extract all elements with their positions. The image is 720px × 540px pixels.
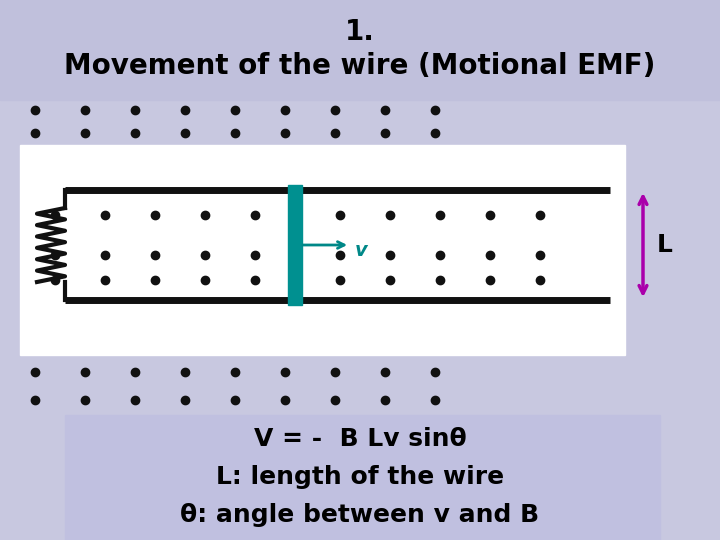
Text: θ: angle between v and B: θ: angle between v and B xyxy=(181,503,539,527)
Text: 1.: 1. xyxy=(345,18,375,46)
Bar xyxy=(20,145,625,355)
Text: v: v xyxy=(355,240,368,260)
Bar xyxy=(635,200,710,290)
Text: Movement of the wire (Motional EMF): Movement of the wire (Motional EMF) xyxy=(64,52,656,80)
Bar xyxy=(288,185,302,305)
Text: L: length of the wire: L: length of the wire xyxy=(216,465,504,489)
Text: L: L xyxy=(657,233,673,257)
Bar xyxy=(0,0,720,100)
Bar xyxy=(65,415,660,540)
Text: V = -  B Lv sinθ: V = - B Lv sinθ xyxy=(253,427,467,451)
